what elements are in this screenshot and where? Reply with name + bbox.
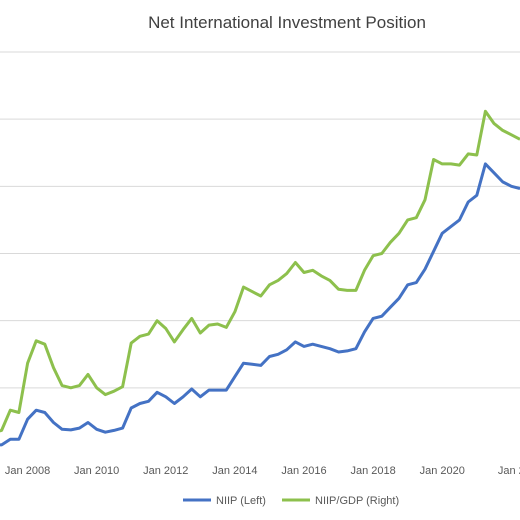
- series-line-niip-gdp: [0, 109, 520, 433]
- x-tick-label: Jan 2014: [212, 465, 257, 477]
- x-tick-label: Jan 2020: [420, 465, 465, 477]
- x-tick-label: Jan 2018: [350, 465, 395, 477]
- chart-title: Net International Investment Position: [148, 13, 426, 32]
- series-line-niip: [0, 162, 520, 447]
- series-layer: [0, 109, 520, 447]
- x-tick-label: Jan 2: [498, 465, 520, 477]
- legend-label-niip-gdp: NIIP/GDP (Right): [315, 495, 399, 507]
- x-axis-ticks: Jan 2008 Jan 2010 Jan 2012 Jan 2014 Jan 2016…: [5, 465, 520, 477]
- legend-label-niip: NIIP (Left): [216, 495, 266, 507]
- x-tick-label: Jan 2010: [74, 465, 119, 477]
- x-tick-label: Jan 2016: [281, 465, 326, 477]
- x-tick-label: Jan 2008: [5, 465, 50, 477]
- legend: NIIP (Left) NIIP/GDP (Right): [183, 495, 399, 507]
- x-tick-label: Jan 2012: [143, 465, 188, 477]
- gridlines: [0, 51, 520, 389]
